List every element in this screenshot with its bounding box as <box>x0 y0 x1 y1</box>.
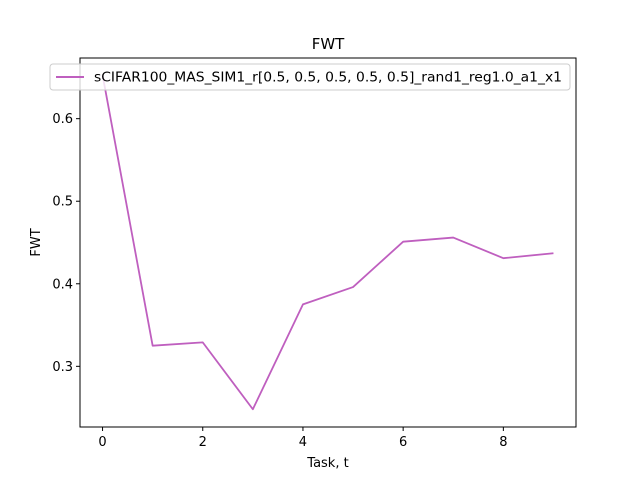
legend-entry: sCIFAR100_MAS_SIM1_r[0.5, 0.5, 0.5, 0.5,… <box>94 71 562 86</box>
series-layer <box>101 74 554 411</box>
x-tick-label: 2 <box>199 435 207 450</box>
y-tick-label: 0.3 <box>52 360 73 375</box>
y-tick-label: 0.4 <box>52 277 73 292</box>
series-line <box>101 74 554 411</box>
chart-title: FWT <box>312 35 345 53</box>
x-tick-label: 4 <box>299 435 307 450</box>
x-tick-label: 6 <box>399 435 407 450</box>
x-axis-ticks: 0 2 4 6 8 <box>98 427 507 450</box>
x-tick-label: 8 <box>499 435 507 450</box>
x-axis-label: Task, t <box>306 456 348 471</box>
plot-frame <box>79 57 577 428</box>
y-axis-label: FWT <box>29 228 44 256</box>
legend-box <box>49 63 571 91</box>
y-tick-label: 0.5 <box>52 195 73 210</box>
legend: sCIFAR100_MAS_SIM1_r[0.5, 0.5, 0.5, 0.5,… <box>49 63 571 91</box>
x-tick-label: 0 <box>98 435 106 450</box>
plot-area <box>80 58 576 427</box>
y-tick-label: 0.6 <box>52 112 73 127</box>
y-axis-ticks: 0.3 0.4 0.5 0.6 <box>52 112 80 375</box>
